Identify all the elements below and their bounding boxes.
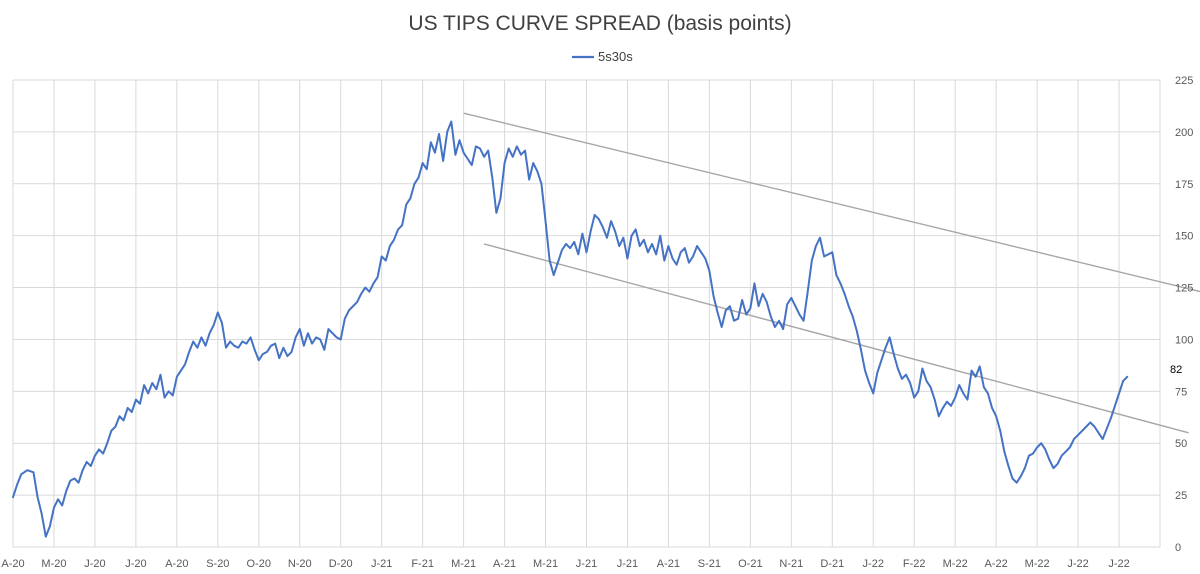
x-tick-label: S-21	[698, 558, 721, 570]
x-tick-label: O-21	[738, 558, 762, 570]
x-tick-label: M-22	[943, 558, 968, 570]
x-tick-label: A-21	[657, 558, 680, 570]
x-tick-label: N-20	[288, 558, 312, 570]
y-tick-label: 100	[1175, 334, 1193, 346]
x-tick-label: F-22	[903, 558, 926, 570]
x-tick-label: J-22	[1067, 558, 1088, 570]
y-tick-label: 175	[1175, 179, 1193, 191]
legend[interactable]: 5s30s	[572, 49, 633, 64]
y-tick-label: 0	[1175, 542, 1181, 554]
x-tick-label: M-21	[533, 558, 558, 570]
x-tick-label: A-20	[165, 558, 188, 570]
x-tick-label: J-21	[617, 558, 638, 570]
chart-title: US TIPS CURVE SPREAD (basis points)	[408, 12, 791, 35]
x-tick-label: J-22	[1108, 558, 1129, 570]
series-line-5s30s	[12, 120, 1129, 538]
x-tick-label: M-20	[41, 558, 66, 570]
last-value-label: 82	[1170, 364, 1182, 376]
x-tick-label: A-21	[493, 558, 516, 570]
upper-channel-line	[463, 112, 1200, 293]
x-tick-label: A-22	[985, 558, 1008, 570]
channel-lines	[463, 112, 1200, 434]
x-axis-labels: A-20 M-20 J-20 J-20 A-20 S-20 O-20 N-20 D-20 J-21…	[1, 558, 1129, 570]
x-tick-label: J-21	[371, 558, 392, 570]
y-tick-label: 75	[1175, 386, 1187, 398]
y-tick-label: 150	[1175, 231, 1193, 243]
x-tick-label: D-20	[329, 558, 353, 570]
x-tick-label: J-20	[84, 558, 105, 570]
x-tick-label: N-21	[779, 558, 803, 570]
x-tick-label: A-20	[1, 558, 24, 570]
series-layer	[12, 120, 1129, 538]
x-tick-label: J-21	[576, 558, 597, 570]
lower-channel-line	[483, 243, 1189, 434]
y-tick-label: 25	[1175, 490, 1187, 502]
y-axis-labels: 0 25 50 75 100 125 150 175 200 225	[1175, 75, 1193, 554]
legend-label-5s30s: 5s30s	[598, 49, 633, 64]
x-tick-label: J-22	[863, 558, 884, 570]
y-tick-label: 50	[1175, 438, 1187, 450]
x-tick-label: S-20	[206, 558, 229, 570]
x-tick-label: J-20	[125, 558, 146, 570]
grid-layer	[12, 79, 1161, 548]
x-tick-label: M-22	[1025, 558, 1050, 570]
x-tick-label: D-21	[820, 558, 844, 570]
y-tick-label: 225	[1175, 75, 1193, 87]
y-tick-label: 200	[1175, 127, 1193, 139]
x-tick-label: O-20	[247, 558, 271, 570]
x-tick-label: F-21	[411, 558, 434, 570]
x-tick-label: M-21	[451, 558, 476, 570]
y-tick-label: 125	[1175, 283, 1193, 295]
